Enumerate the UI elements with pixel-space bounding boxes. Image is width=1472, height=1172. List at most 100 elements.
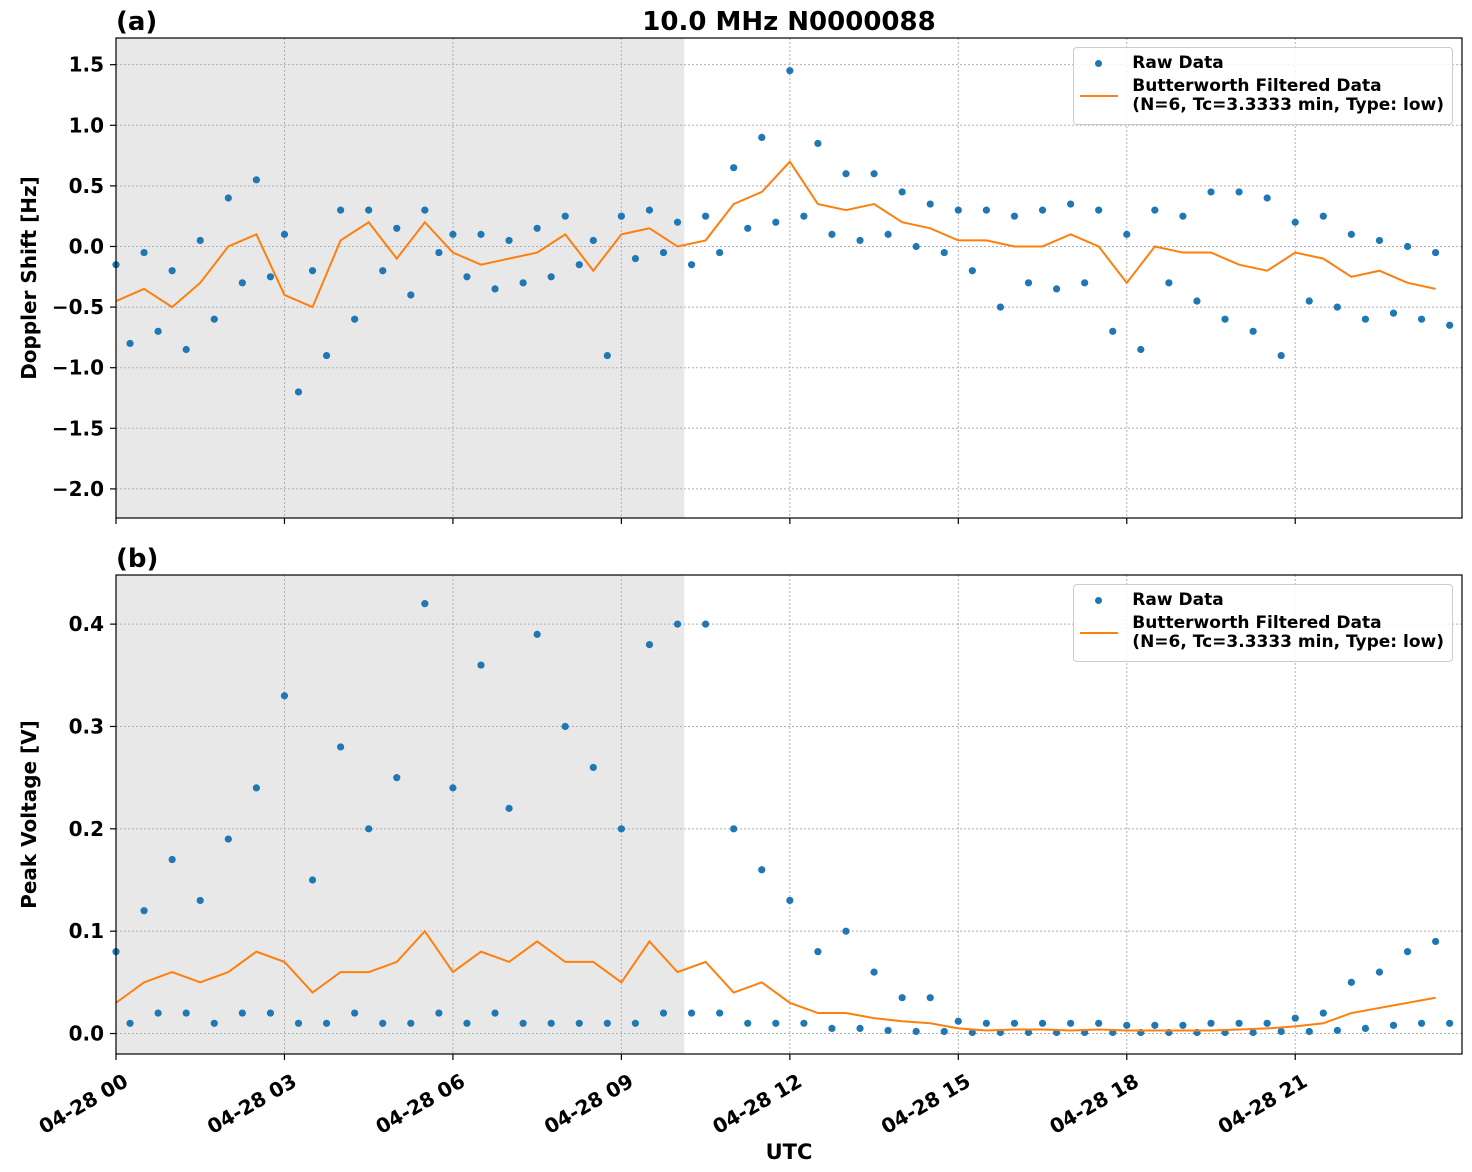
raw-point (294, 1019, 303, 1027)
raw-point (337, 206, 345, 214)
x-tick-label: 04-28 12 (708, 1069, 806, 1139)
raw-point (322, 351, 331, 360)
raw-point (617, 212, 625, 220)
y-tick-label: −2.0 (52, 477, 104, 501)
raw-point (280, 692, 289, 700)
raw-point (379, 1019, 387, 1027)
raw-point (603, 1019, 611, 1027)
shaded-span (116, 575, 685, 1054)
raw-point (140, 907, 148, 915)
raw-point (1361, 1024, 1370, 1033)
raw-point (1389, 309, 1398, 317)
raw-point (954, 206, 962, 214)
raw-point (702, 212, 710, 220)
raw-point (182, 345, 190, 354)
raw-point (828, 1024, 836, 1033)
raw-point (1221, 315, 1229, 323)
raw-point (730, 825, 738, 833)
raw-point (210, 315, 218, 323)
raw-point (575, 261, 583, 269)
legend-marker (1080, 614, 1119, 634)
raw-point (996, 303, 1005, 311)
raw-point (477, 230, 485, 238)
raw-point (1207, 1019, 1215, 1027)
raw-point (477, 661, 485, 669)
raw-point (1277, 1027, 1285, 1036)
raw-point (1291, 218, 1299, 226)
legend-label: Raw Data (1132, 53, 1224, 73)
raw-point (308, 876, 317, 884)
raw-point (533, 630, 541, 638)
raw-point (912, 1027, 920, 1036)
raw-point (1010, 1019, 1019, 1027)
x-tick-label: 04-28 00 (35, 1069, 133, 1139)
raw-point (1109, 327, 1117, 335)
raw-point (1249, 1028, 1257, 1037)
raw-point (449, 784, 457, 792)
y-tick-label: 1.0 (69, 113, 104, 137)
raw-point (687, 1009, 696, 1017)
axes-frame (115, 574, 1463, 1055)
raw-point (898, 994, 906, 1002)
raw-point (1137, 345, 1145, 354)
raw-point (814, 948, 822, 956)
raw-point (1417, 315, 1426, 323)
raw-point (772, 1019, 780, 1027)
raw-point (758, 133, 766, 141)
raw-point (842, 170, 850, 178)
raw-point (449, 230, 457, 238)
raw-point (1067, 1019, 1075, 1027)
y-tick-label: −1.5 (52, 416, 104, 440)
y-tick-label: −0.5 (52, 295, 104, 319)
raw-point (702, 620, 710, 628)
raw-point (1333, 1026, 1341, 1035)
raw-point (294, 388, 303, 396)
chart-title: 10.0 MHz N0000088 (642, 7, 935, 37)
x-tick-label: 04-28 21 (1214, 1069, 1312, 1139)
raw-point (1249, 327, 1257, 335)
raw-point (1193, 297, 1201, 305)
raw-point (1333, 303, 1341, 311)
raw-point (1305, 1027, 1313, 1036)
raw-point (659, 248, 668, 257)
raw-point (1375, 968, 1384, 976)
raw-point (1417, 1019, 1426, 1027)
legend-symbol (1080, 632, 1119, 634)
legend-label: Raw Data (1132, 590, 1224, 610)
legend-marker (1080, 54, 1118, 73)
raw-point (337, 743, 345, 751)
raw-point (1024, 1028, 1033, 1037)
raw-point (884, 230, 892, 238)
raw-point (800, 1019, 808, 1027)
raw-point (673, 218, 682, 226)
raw-point (1179, 212, 1187, 220)
legend-entry: Raw Data (1080, 54, 1444, 73)
x-tick-label: 04-28 09 (540, 1069, 638, 1139)
raw-point (519, 279, 527, 287)
raw-point (547, 1019, 555, 1027)
raw-point (912, 242, 920, 251)
raw-point (673, 620, 682, 628)
raw-point (744, 1019, 752, 1027)
raw-point (645, 640, 654, 649)
y-axis-label: Peak Voltage [V] (17, 720, 41, 909)
legend-entry: Butterworth Filtered Data (N=6, Tc=3.333… (1080, 77, 1444, 115)
panel-label: (a) (116, 7, 157, 37)
raw-point (631, 255, 640, 263)
raw-point (1403, 948, 1412, 956)
raw-point (126, 339, 134, 348)
raw-point (407, 1019, 415, 1027)
x-tick-label: 04-28 18 (1045, 1069, 1143, 1139)
filtered-line (116, 929, 1436, 1032)
raw-point (252, 784, 260, 792)
raw-point (603, 351, 611, 360)
raw-point (758, 866, 766, 874)
x-axis-label: UTC (766, 1140, 813, 1164)
raw-point (1235, 1019, 1243, 1027)
raw-point (1389, 1021, 1398, 1029)
raw-point (322, 1019, 331, 1027)
raw-point (1375, 236, 1384, 245)
raw-point (379, 267, 387, 275)
raw-point (154, 1009, 162, 1017)
raw-point (1052, 285, 1061, 293)
